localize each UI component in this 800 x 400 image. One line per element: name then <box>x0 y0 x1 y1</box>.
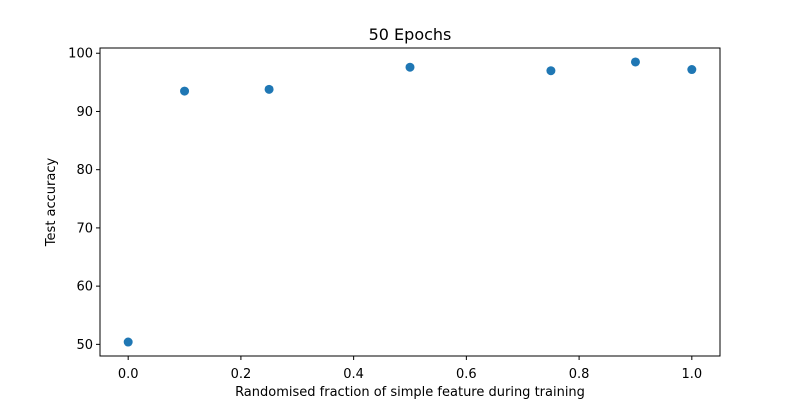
y-tick-label: 80 <box>76 163 93 178</box>
y-tick-label: 90 <box>76 105 93 120</box>
x-tick-label: 0.2 <box>231 367 252 382</box>
chart-title: 50 Epochs <box>369 25 452 44</box>
data-point <box>123 337 133 347</box>
y-tick-label: 50 <box>76 338 93 353</box>
x-tick-label: 1.0 <box>681 367 702 382</box>
x-axis-label: Randomised fraction of simple feature du… <box>235 385 585 400</box>
x-tick-label: 0.6 <box>456 367 477 382</box>
y-tick-label: 60 <box>76 280 93 295</box>
x-tick-label: 0.8 <box>569 367 590 382</box>
data-point <box>687 65 697 75</box>
x-tick-label: 0.0 <box>118 367 139 382</box>
x-tick-label: 0.4 <box>343 367 364 382</box>
y-tick-label: 100 <box>68 47 93 62</box>
y-axis: 50 60 70 80 90 100 <box>68 47 100 353</box>
plot-frame <box>99 47 721 357</box>
plot-area <box>99 47 721 357</box>
data-point <box>264 84 274 94</box>
x-axis: 0.0 0.2 0.4 0.6 0.8 1.0 <box>118 356 702 382</box>
data-point <box>546 66 556 76</box>
data-point <box>405 62 415 72</box>
y-tick-label: 70 <box>76 221 93 236</box>
data-point <box>630 57 640 67</box>
data-points <box>123 57 697 347</box>
y-axis-label: Test accuracy <box>44 158 59 248</box>
data-point <box>180 86 190 96</box>
